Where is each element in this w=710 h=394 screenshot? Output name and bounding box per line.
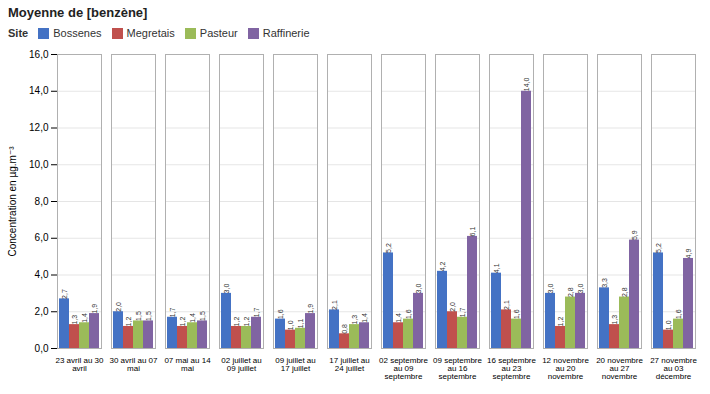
svg-text:1,5: 1,5 [135,311,142,321]
svg-text:3,0: 3,0 [547,284,554,294]
svg-text:2,0: 2,0 [115,302,122,312]
svg-text:2,1: 2,1 [331,300,338,310]
svg-text:1,6: 1,6 [277,309,284,319]
svg-text:1,0: 1,0 [665,320,672,330]
svg-text:02 septembreau 09septembre: 02 septembreau 09septembre [379,356,428,381]
svg-text:2,1: 2,1 [503,300,510,310]
svg-text:12,0: 12,0 [29,122,49,133]
html-text:Raffinerie: Raffinerie [262,27,310,39]
svg-text:3,0: 3,0 [415,284,422,294]
svg-text:3,0: 3,0 [577,284,584,294]
svg-text:17 juillet au24 juillet: 17 juillet au24 juillet [329,356,369,373]
svg-text:09 septembreau 16septembre: 09 septembreau 16septembre [433,356,482,381]
svg-text:1,4: 1,4 [361,313,368,323]
svg-text:6,0: 6,0 [35,232,49,243]
svg-text:1,5: 1,5 [145,311,152,321]
html-text:Site: Site [8,27,29,39]
svg-text:1,2: 1,2 [233,317,240,327]
svg-text:Concentration en µg.m⁻³: Concentration en µg.m⁻³ [7,146,18,257]
svg-text:1,3: 1,3 [71,315,78,325]
svg-text:5,2: 5,2 [655,243,662,253]
svg-text:2,0: 2,0 [35,306,49,317]
svg-text:1,7: 1,7 [459,307,466,317]
svg-text:16,0: 16,0 [29,49,49,60]
svg-text:27 novembreau 03décembre: 27 novembreau 03décembre [650,356,697,381]
svg-text:6,1: 6,1 [469,227,476,237]
svg-text:0,0: 0,0 [35,343,49,354]
svg-text:1,5: 1,5 [199,311,206,321]
svg-text:2,7: 2,7 [61,289,68,299]
svg-text:20 novembreau 27novembre: 20 novembreau 27novembre [596,356,643,381]
svg-text:14,0: 14,0 [523,78,530,92]
svg-text:16 septembreau 23septembre: 16 septembreau 23septembre [487,356,536,381]
svg-text:2,8: 2,8 [567,287,574,297]
svg-text:3,3: 3,3 [601,278,608,288]
svg-text:4,0: 4,0 [35,269,49,280]
svg-text:30 avril au 07mai: 30 avril au 07mai [109,356,158,373]
svg-text:1,6: 1,6 [675,309,682,319]
html-text:Bossenes: Bossenes [53,27,102,39]
svg-text:1,4: 1,4 [395,313,402,323]
svg-text:1,4: 1,4 [189,313,196,323]
svg-text:1,6: 1,6 [405,309,412,319]
html-text:Moyenne de [benzène]: Moyenne de [benzène] [8,5,148,20]
svg-text:1,2: 1,2 [125,317,132,327]
svg-text:12 novembreau 20novembre: 12 novembreau 20novembre [542,356,589,381]
svg-text:4,1: 4,1 [493,263,500,273]
svg-text:23 avril au 30avril: 23 avril au 30avril [55,356,104,373]
svg-text:4,2: 4,2 [439,261,446,271]
svg-text:2,8: 2,8 [621,287,628,297]
svg-text:1,9: 1,9 [307,304,314,314]
svg-text:02 juillet au09 juillet: 02 juillet au09 juillet [221,356,261,373]
svg-text:2,0: 2,0 [449,302,456,312]
svg-text:1,7: 1,7 [169,307,176,317]
svg-text:4,9: 4,9 [685,249,692,259]
svg-text:1,0: 1,0 [287,320,294,330]
svg-text:1,2: 1,2 [557,317,564,327]
svg-text:1,6: 1,6 [513,309,520,319]
svg-text:1,4: 1,4 [81,313,88,323]
html-text:Megretais: Megretais [126,27,175,39]
svg-text:1,2: 1,2 [243,317,250,327]
svg-text:14,0: 14,0 [29,85,49,96]
svg-text:1,9: 1,9 [91,304,98,314]
svg-text:1,7: 1,7 [253,307,260,317]
svg-text:1,2: 1,2 [179,317,186,327]
svg-text:1,3: 1,3 [351,315,358,325]
svg-text:0,8: 0,8 [341,324,348,334]
svg-text:07 mai au 14mai: 07 mai au 14mai [164,356,211,373]
svg-text:8,0: 8,0 [35,196,49,207]
html-text:Pasteur: Pasteur [199,27,238,39]
svg-text:1,1: 1,1 [297,318,304,328]
svg-text:10,0: 10,0 [29,159,49,170]
svg-text:5,9: 5,9 [631,230,638,240]
svg-text:5,2: 5,2 [385,243,392,253]
svg-text:09 juillet au17 juillet: 09 juillet au17 juillet [275,356,315,373]
svg-text:3,0: 3,0 [223,284,230,294]
svg-text:1,3: 1,3 [611,315,618,325]
